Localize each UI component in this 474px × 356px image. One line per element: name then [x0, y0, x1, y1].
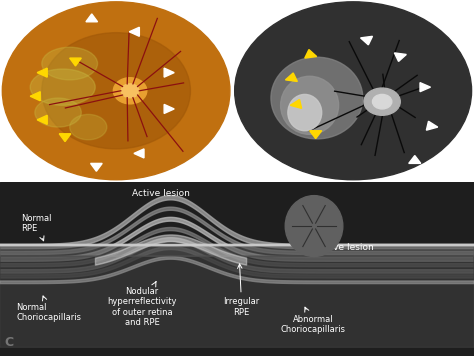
- Polygon shape: [305, 49, 317, 58]
- Polygon shape: [164, 68, 174, 77]
- Circle shape: [113, 78, 147, 104]
- Text: B: B: [242, 159, 251, 173]
- Text: Nodular
hyperreflectivity
of outer retina
and RPE: Nodular hyperreflectivity of outer retin…: [108, 282, 177, 327]
- Polygon shape: [409, 156, 421, 163]
- Polygon shape: [134, 149, 144, 158]
- Polygon shape: [427, 121, 438, 130]
- Text: C: C: [5, 336, 14, 349]
- Ellipse shape: [288, 94, 322, 131]
- Circle shape: [2, 2, 230, 180]
- Polygon shape: [129, 27, 139, 36]
- Circle shape: [121, 84, 139, 98]
- Circle shape: [42, 33, 191, 149]
- Ellipse shape: [35, 98, 82, 127]
- Circle shape: [235, 2, 472, 180]
- Polygon shape: [86, 14, 98, 22]
- Polygon shape: [394, 53, 406, 62]
- Text: Inactive lesion: Inactive lesion: [309, 244, 374, 252]
- Polygon shape: [91, 163, 102, 171]
- Circle shape: [285, 195, 343, 256]
- Polygon shape: [290, 99, 301, 109]
- Polygon shape: [285, 73, 297, 82]
- Text: Normal
RPE: Normal RPE: [21, 214, 52, 241]
- Text: A: A: [9, 159, 19, 173]
- Polygon shape: [310, 131, 322, 138]
- Polygon shape: [30, 92, 40, 101]
- Circle shape: [364, 88, 400, 115]
- Text: Abnormal
Choriocapillaris: Abnormal Choriocapillaris: [280, 307, 346, 334]
- Circle shape: [373, 94, 392, 109]
- Text: Normal
Choriocapillaris: Normal Choriocapillaris: [17, 296, 82, 322]
- Ellipse shape: [30, 69, 95, 105]
- Text: Irregular
RPE: Irregular RPE: [224, 264, 260, 317]
- Ellipse shape: [70, 114, 107, 140]
- Ellipse shape: [281, 76, 338, 134]
- Ellipse shape: [42, 47, 98, 80]
- Text: Active lesion: Active lesion: [132, 189, 190, 198]
- Polygon shape: [37, 68, 47, 77]
- Ellipse shape: [271, 57, 363, 139]
- Polygon shape: [37, 115, 47, 124]
- Polygon shape: [59, 134, 71, 142]
- Polygon shape: [420, 83, 430, 92]
- Polygon shape: [164, 104, 174, 114]
- Polygon shape: [70, 58, 82, 66]
- Polygon shape: [361, 36, 373, 45]
